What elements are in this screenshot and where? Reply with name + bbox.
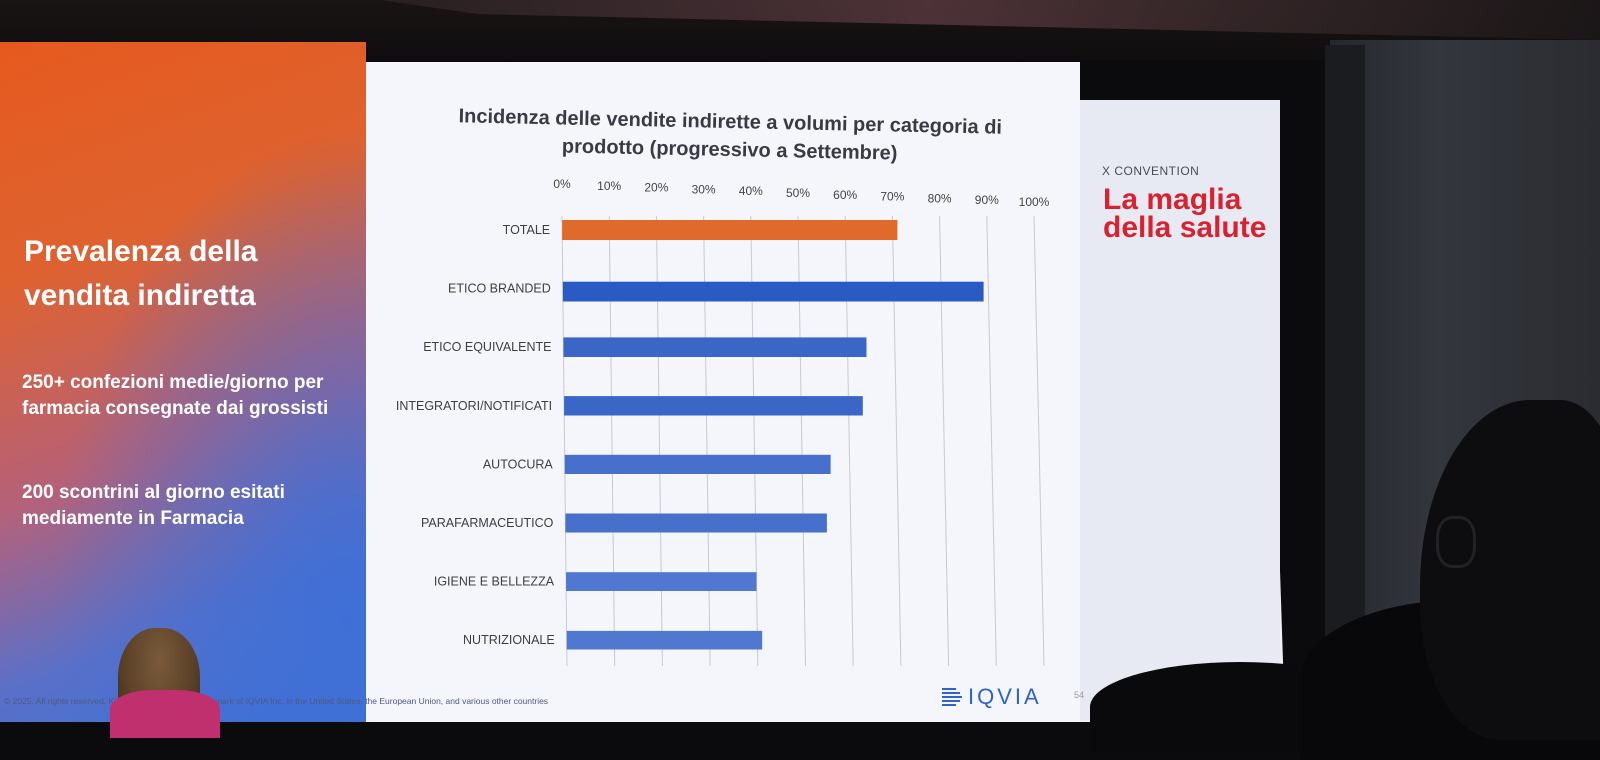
- convention-label: X CONVENTION: [1102, 164, 1200, 178]
- bar: [565, 513, 827, 533]
- gridline: [1033, 215, 1045, 667]
- presenter-body: [110, 690, 220, 738]
- category-label: NUTRIZIONALE: [463, 633, 555, 647]
- category-label: INTEGRATORI/NOTIFICATI: [396, 399, 552, 413]
- x-tick-label: 50%: [786, 186, 810, 200]
- category-label: ETICO EQUIVALENTE: [423, 340, 551, 354]
- stat-deliveries: 250+ confezioni medie/giorno per farmaci…: [22, 372, 329, 419]
- glasses-icon: [1436, 516, 1476, 568]
- bar: [566, 572, 757, 591]
- stat-receipts: 200 scontrini al giorno esitati mediamen…: [22, 482, 285, 529]
- audience-head-right: [1420, 400, 1600, 740]
- x-tick-label: 100%: [1019, 195, 1050, 209]
- bar: [566, 630, 763, 650]
- iqvia-logo: IQVIA: [942, 684, 1042, 710]
- logo-lines-icon: [942, 688, 962, 706]
- wall-frame: [1325, 45, 1365, 685]
- category-label: IGIENE E BELLEZZA: [434, 575, 555, 589]
- bar: [564, 454, 831, 474]
- category-label: AUTOCURA: [483, 457, 554, 471]
- bar: [562, 220, 898, 240]
- x-tick-label: 0%: [553, 177, 571, 191]
- x-tick-label: 80%: [928, 191, 952, 205]
- bar: [564, 396, 863, 416]
- bar: [563, 337, 867, 357]
- x-tick-label: 70%: [880, 190, 904, 204]
- gridline: [986, 215, 997, 667]
- chart-panel: [366, 62, 1080, 722]
- page-number: 54: [1074, 690, 1085, 700]
- x-tick-label: 10%: [597, 179, 621, 193]
- category-label: PARAFARMACEUTICO: [421, 516, 554, 530]
- left-title: Prevalenza della vendita indiretta: [24, 235, 258, 312]
- bar-chart: 0% 10% 20% 30% 40% 50% 60% 70% 80% 90% 100% TOTALE E…: [396, 177, 1050, 667]
- side-panel: [1080, 100, 1280, 720]
- x-tick-label: 20%: [644, 181, 668, 195]
- x-tick-label: 90%: [975, 193, 999, 207]
- copyright-footer: © 2025. All rights reserved. IQVIA® is a…: [4, 696, 549, 706]
- left-gradient-panel: [0, 42, 366, 722]
- category-label: TOTALE: [503, 223, 550, 237]
- x-tick-label: 30%: [692, 182, 716, 196]
- logo-text: IQVIA: [968, 684, 1042, 709]
- bar: [562, 281, 984, 302]
- event-headline: La maglia della salute: [1103, 183, 1267, 244]
- x-tick-label: 60%: [833, 188, 857, 202]
- category-label: ETICO BRANDED: [448, 282, 551, 296]
- x-tick-label: 40%: [739, 184, 763, 198]
